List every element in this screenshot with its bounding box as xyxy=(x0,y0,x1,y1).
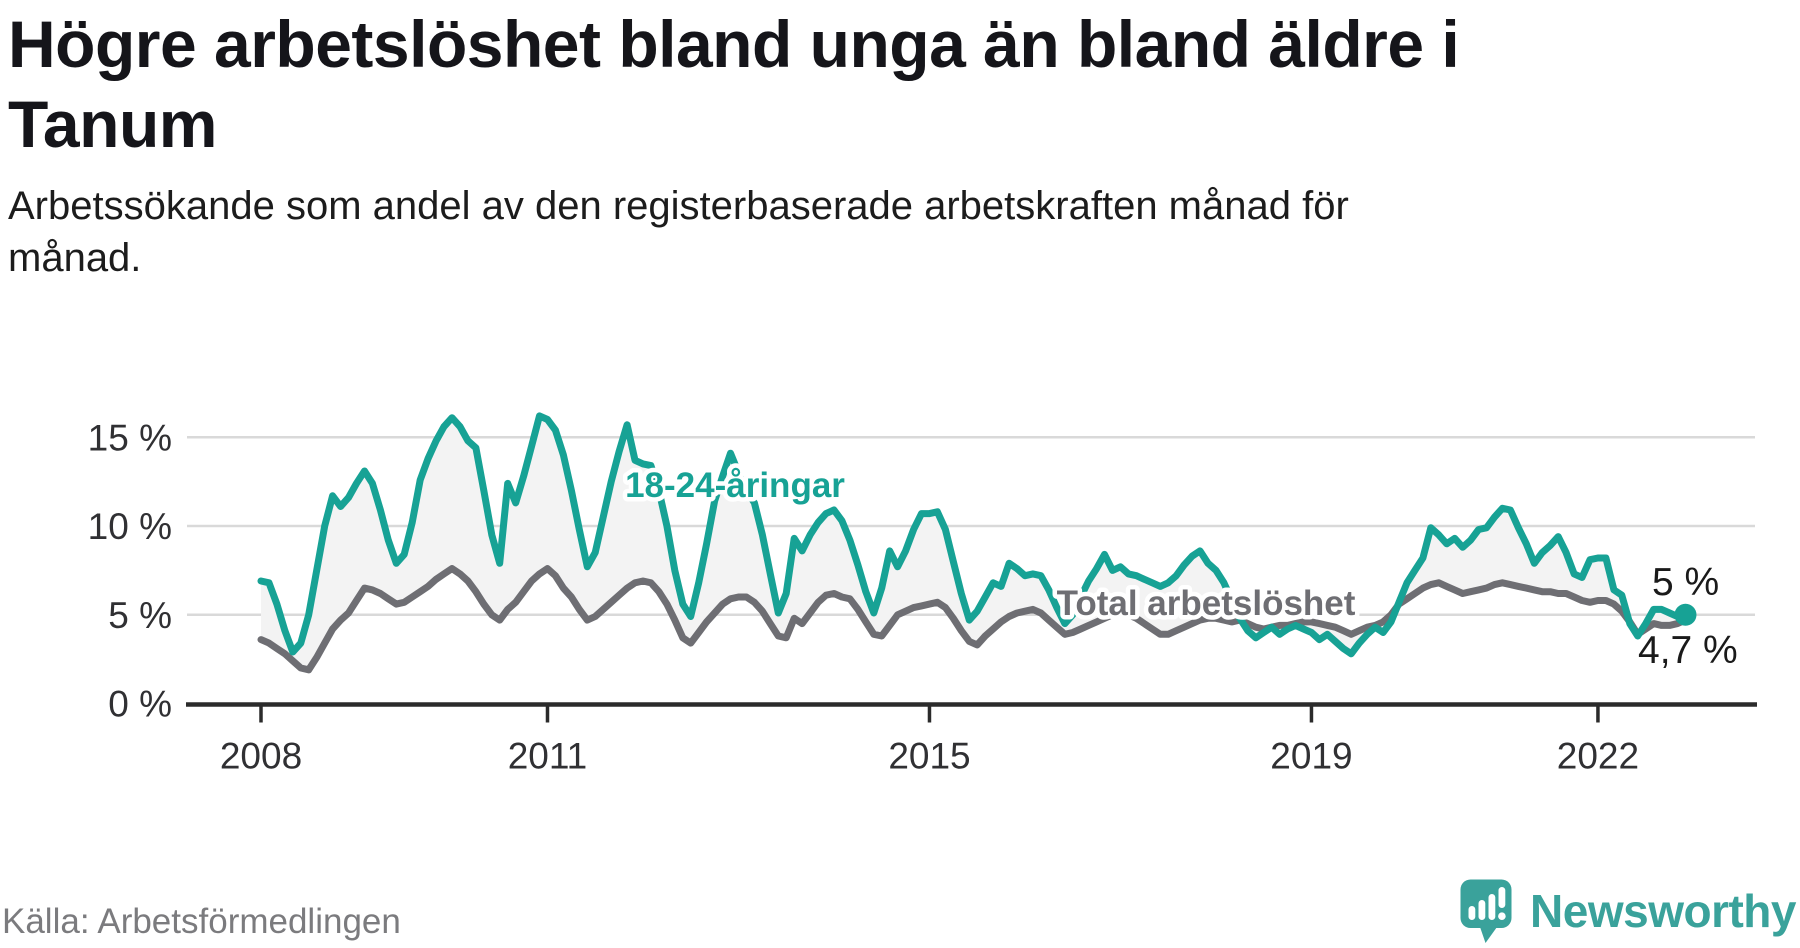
source-note: Källa: Arbetsförmedlingen xyxy=(2,902,401,941)
x-tick-label-2015: 2015 xyxy=(888,736,970,777)
newsworthy-speech-bubble-chart-icon xyxy=(1460,879,1512,943)
page-title: Högre arbetslöshet bland unga än bland ä… xyxy=(8,4,1728,164)
y-tick-label-0: 0 % xyxy=(108,684,172,725)
title-line-1: Högre arbetslöshet bland unga än bland ä… xyxy=(8,7,1460,81)
y-tick-label-10: 10 % xyxy=(88,506,172,547)
y-tick-label-5: 5 % xyxy=(108,595,172,636)
x-tick-label-2022: 2022 xyxy=(1557,736,1639,777)
subtitle-line-1: Arbetssökande som andel av den registerb… xyxy=(8,184,1349,228)
series-line-youth xyxy=(257,412,1689,658)
series-line-total xyxy=(257,565,1689,674)
x-tick-label-2008: 2008 xyxy=(220,736,302,777)
x-tick-label-2019: 2019 xyxy=(1270,736,1352,777)
x-tick-label-2011: 2011 xyxy=(508,736,588,777)
newsworthy-logo: Newsworthy xyxy=(1458,878,1796,944)
series-end-dot-youth xyxy=(1674,603,1697,626)
annotation-total-label: Total arbetslöshet xyxy=(1057,584,1356,623)
between-series-fill xyxy=(261,415,1686,670)
y-tick-label-15: 15 % xyxy=(88,417,172,458)
annotation-youth-label: 18-24-åringar xyxy=(625,466,845,505)
annotation-total-end-value: 4,7 % xyxy=(1638,629,1738,672)
title-line-2: Tanum xyxy=(8,87,217,161)
brand-wordmark: Newsworthy xyxy=(1530,885,1796,937)
subtitle-line-2: månad. xyxy=(8,236,142,280)
annotation-youth-end-value: 5 % xyxy=(1652,561,1719,604)
chart-subtitle: Arbetssökande som andel av den registerb… xyxy=(8,180,1508,284)
